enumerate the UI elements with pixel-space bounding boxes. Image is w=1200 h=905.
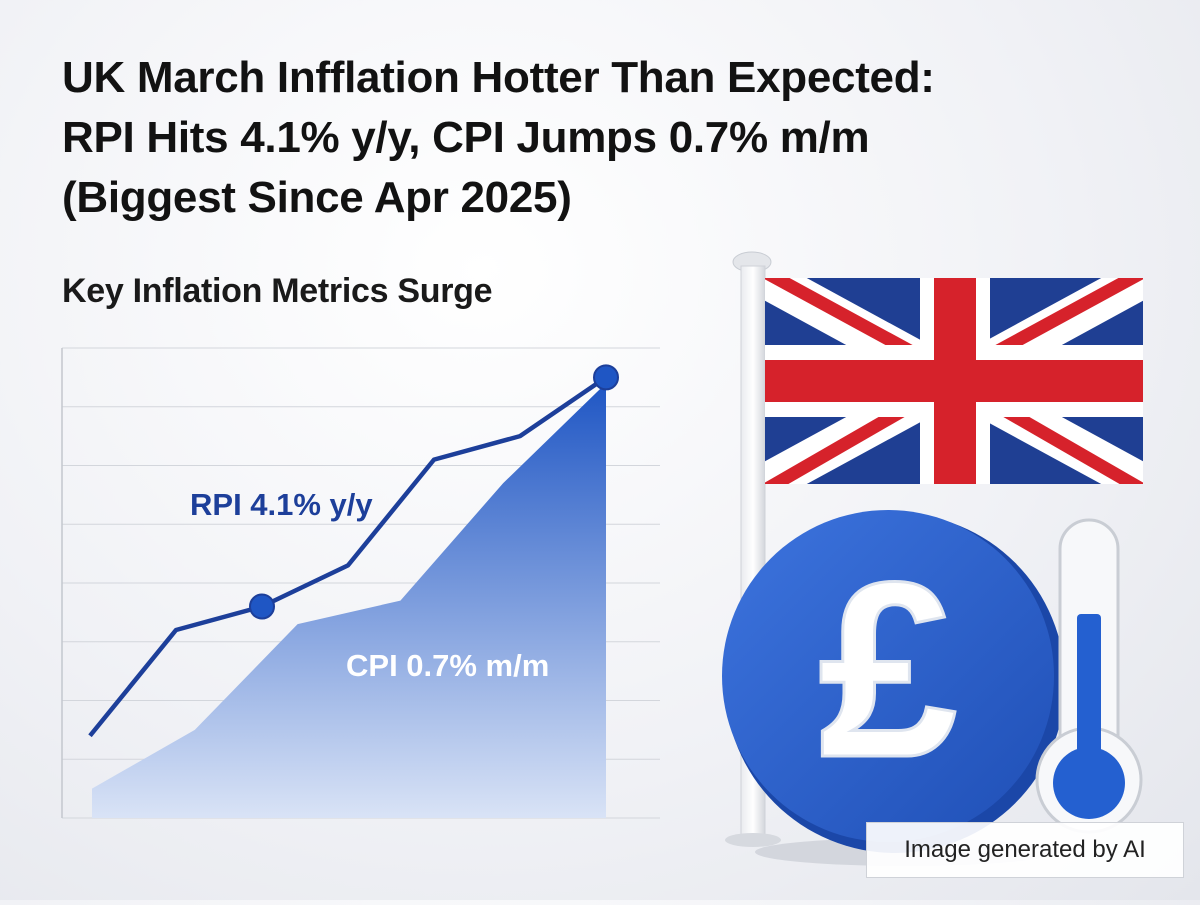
pound-coin-icon: £: [722, 510, 1065, 866]
headline-line-2: RPI Hits 4.1% y/y, CPI Jumps 0.7% m/m: [62, 113, 870, 162]
svg-text:£: £: [818, 530, 957, 809]
rpi-line-layer: [88, 364, 619, 738]
uk-flag-icon: [765, 278, 1143, 484]
headline-line-3: (Biggest Since Apr 2025): [62, 173, 572, 222]
cpi-area-layer: [92, 383, 606, 818]
rpi-line: [88, 375, 608, 738]
cpi-series-label: CPI 0.7% m/m: [346, 648, 549, 683]
headline: UK March Infflation Hotter Than Expected…: [62, 48, 1162, 228]
rpi-marker-point: [249, 593, 275, 620]
thermometer-icon: [1035, 518, 1143, 834]
cpi-area: [92, 383, 606, 818]
headline-line-1: UK March Infflation Hotter Than Expected…: [62, 53, 935, 102]
chart-subtitle: Key Inflation Metrics Surge: [62, 272, 493, 310]
ai-generated-badge: Image generated by AI: [866, 822, 1184, 878]
rpi-marker-point: [593, 364, 619, 391]
rpi-series-label: RPI 4.1% y/y: [190, 487, 373, 522]
